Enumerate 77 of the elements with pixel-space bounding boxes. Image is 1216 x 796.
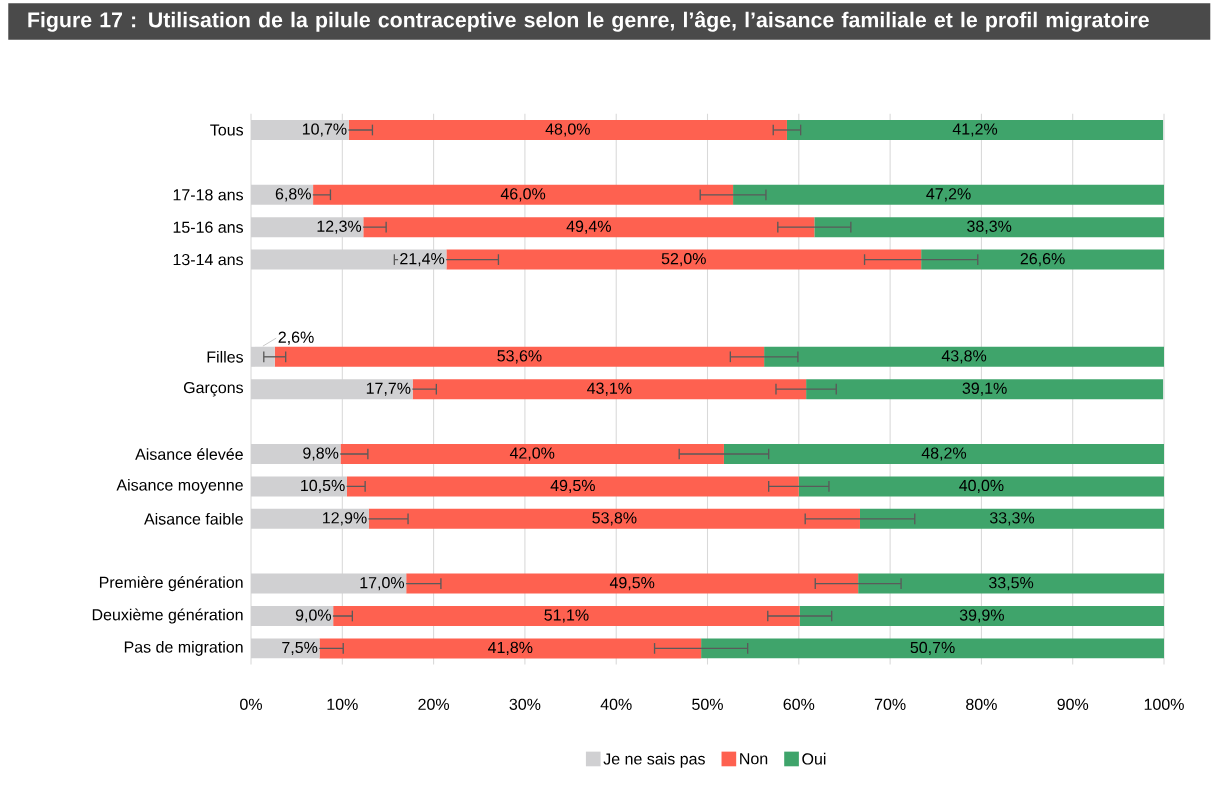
bar [274, 346, 765, 367]
x-tick-label: 100% [1144, 698, 1184, 710]
data-label: 33,3% [989, 512, 1035, 526]
y-tick-label: 13-14 ans [173, 253, 244, 266]
y-tick-label: 15-16 ans [173, 221, 244, 233]
x-tick-label: 90% [1057, 698, 1089, 710]
data-label: 42,0% [509, 447, 555, 461]
data-label: 53,8% [592, 512, 637, 526]
y-tick-label: Aisance moyenne [116, 478, 243, 494]
data-label: 50,7% [910, 641, 955, 656]
x-tick-label: 0% [240, 698, 262, 710]
x-tick-label: 30% [509, 698, 541, 710]
bar [446, 249, 922, 270]
x-tick-label: 20% [418, 698, 450, 710]
y-tick-label: Première génération [99, 576, 243, 592]
bar [733, 184, 1165, 205]
data-label: 41,8% [487, 641, 533, 656]
data-label: 9,0% [295, 609, 331, 623]
data-label: 41,2% [952, 123, 998, 137]
bar [723, 444, 1165, 465]
y-tick-label: Filles [207, 350, 244, 363]
legend-label: Non [740, 753, 768, 765]
data-label: 26,6% [1020, 253, 1065, 267]
data-label: 12,3% [317, 220, 362, 234]
bar [786, 120, 1164, 141]
x-tick-label: 50% [692, 698, 723, 710]
y-tick-label: 17-18 ans [173, 189, 244, 201]
y-tick-label: Deuxième génération [92, 608, 243, 624]
legend-label: Je ne sais pas [603, 752, 705, 768]
data-label: 10,5% [301, 479, 345, 494]
data-label: 17,7% [366, 382, 411, 396]
bar [858, 573, 1165, 594]
data-label: 43,8% [941, 350, 987, 364]
legend-label: Oui [802, 752, 826, 765]
data-label: 40,0% [959, 479, 1004, 494]
y-tick-label: Aisance faible [144, 512, 243, 525]
data-label: 48,2% [921, 447, 967, 461]
data-label: 33,5% [989, 577, 1034, 591]
data-label: 46,0% [500, 188, 546, 202]
data-label: 17,0% [360, 577, 405, 591]
data-label: 10,7% [302, 123, 347, 137]
data-label: 38,3% [967, 220, 1012, 234]
data-label: 39,9% [959, 609, 1004, 623]
bar [814, 217, 1165, 238]
x-tick-label: 10% [327, 698, 358, 710]
y-tick-label: Tous [210, 124, 244, 136]
data-label: 2,6% [278, 331, 314, 345]
x-tick-label: 60% [783, 698, 815, 710]
x-tick-label: 40% [600, 698, 632, 710]
data-label: 12,9% [323, 512, 367, 526]
bar [921, 249, 1165, 270]
y-tick-label: Pas de migration [124, 640, 243, 656]
bar [859, 508, 1165, 529]
bar [799, 606, 1165, 627]
data-label: 51,1% [544, 609, 589, 623]
data-label: 21,4% [400, 253, 445, 267]
data-label: 53,6% [497, 350, 542, 364]
data-label: 49,4% [566, 220, 611, 234]
bar [701, 638, 1165, 659]
data-label: 48,0% [545, 123, 590, 137]
data-label: 49,5% [550, 479, 595, 494]
data-label: 52,0% [661, 253, 706, 267]
x-tick-label: 80% [966, 698, 997, 710]
bar [806, 379, 1164, 400]
data-label: 39,1% [962, 382, 1007, 396]
data-label: 9,8% [303, 447, 339, 461]
chart-title: Figure 17 : Utilisation de la pilule contraceptive selon le genre, l’âge, l’aisance familiale et le profil migratoire [28, 11, 1149, 32]
bar [798, 476, 1165, 497]
y-tick-label: Aisance élevée [135, 448, 243, 460]
data-label: 43,1% [587, 382, 632, 396]
bar [764, 346, 1165, 367]
x-tick-label: 70% [874, 698, 906, 710]
y-tick-label: Garçons [183, 381, 244, 397]
data-label: 7,5% [282, 641, 318, 655]
data-label: 47,2% [926, 188, 971, 202]
data-label: 49,5% [609, 577, 655, 591]
data-label: 6,8% [275, 188, 311, 202]
